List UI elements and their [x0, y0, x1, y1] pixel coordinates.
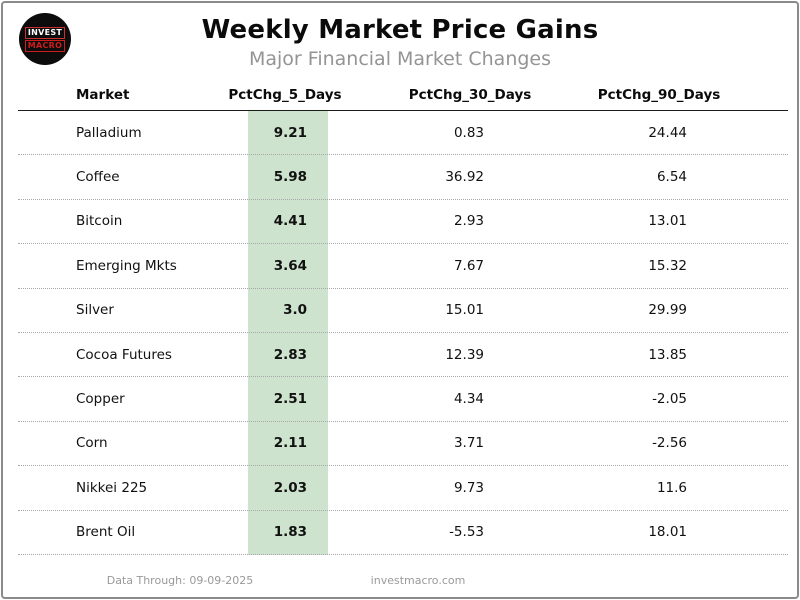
pctchg-30-days-cell: -5.53 — [449, 524, 484, 541]
table-row: Copper 2.51 4.34 -2.05 — [18, 377, 788, 422]
pctchg-30-days-cell: 3.71 — [453, 435, 484, 452]
table-row: Palladium 9.21 0.83 24.44 — [18, 111, 788, 156]
pctchg-5-days-cell: 3.0 — [283, 302, 307, 319]
pctchg-30-days-cell: 15.01 — [445, 302, 484, 319]
pctchg-90-days-cell: -2.05 — [652, 391, 687, 408]
pctchg-5-days-cell: 2.51 — [273, 391, 307, 408]
pctchg-5-days-cell: 9.21 — [273, 124, 307, 141]
pctchg-30-days-cell: 4.34 — [453, 391, 484, 408]
investmacro-logo: INVEST MACRO — [19, 13, 71, 65]
market-cell: Corn — [76, 435, 108, 452]
pctchg-90-days-cell: 29.99 — [648, 302, 687, 319]
market-cell: Coffee — [76, 169, 120, 186]
market-cell: Silver — [76, 302, 114, 319]
table-row: Corn 2.11 3.71 -2.56 — [18, 422, 788, 467]
column-header-pctchg-30-days: PctChg_30_Days — [408, 87, 532, 103]
pctchg-90-days-cell: 6.54 — [656, 169, 687, 186]
pctchg-90-days-cell: 13.85 — [648, 346, 687, 363]
page-title: Weekly Market Price Gains — [201, 15, 599, 45]
pctchg-30-days-cell: 2.93 — [453, 213, 484, 230]
table-row: Emerging Mkts 3.64 7.67 15.32 — [18, 244, 788, 289]
market-cell: Palladium — [76, 124, 142, 141]
pctchg-30-days-cell: 12.39 — [445, 346, 484, 363]
table-body: Palladium 9.21 0.83 24.44 Coffee 5.98 36.92 6.5… — [18, 111, 788, 555]
pctchg-5-days-cell: 2.83 — [273, 346, 307, 363]
table-row: Brent Oil 1.83 -5.53 18.01 — [18, 511, 788, 555]
table-row: Cocoa Futures 2.83 12.39 13.85 — [18, 333, 788, 378]
highlight-column-band — [248, 111, 328, 555]
table-row: Nikkei 225 2.03 9.73 11.6 — [18, 466, 788, 511]
pctchg-30-days-cell: 36.92 — [445, 169, 484, 186]
pctchg-90-days-cell: 13.01 — [648, 213, 687, 230]
table-header: Market PctChg_5_Days PctChg_30_Days PctC… — [18, 85, 788, 111]
pctchg-30-days-cell: 9.73 — [453, 479, 484, 496]
pctchg-5-days-cell: 1.83 — [273, 524, 307, 541]
pctchg-30-days-cell: 7.67 — [453, 257, 484, 274]
pctchg-90-days-cell: -2.56 — [652, 435, 687, 452]
site-label: investmacro.com — [370, 574, 466, 587]
pctchg-30-days-cell: 0.83 — [453, 124, 484, 141]
table-row: Coffee 5.98 36.92 6.54 — [18, 155, 788, 200]
page-subtitle: Major Financial Market Changes — [248, 48, 552, 70]
column-header-pctchg-90-days: PctChg_90_Days — [597, 87, 721, 103]
pctchg-90-days-cell: 15.32 — [648, 257, 687, 274]
data-through-label: Data Through: 09-09-2025 — [106, 574, 254, 587]
table-row: Silver 3.0 15.01 29.99 — [18, 289, 788, 333]
pctchg-90-days-cell: 24.44 — [648, 124, 687, 141]
logo-invest-text: INVEST — [24, 26, 66, 39]
market-cell: Copper — [76, 391, 125, 408]
column-header-pctchg-5-days: PctChg_5_Days — [228, 87, 342, 103]
pctchg-5-days-cell: 3.64 — [273, 257, 307, 274]
pctchg-90-days-cell: 18.01 — [648, 524, 687, 541]
pctchg-90-days-cell: 11.6 — [656, 479, 687, 496]
market-cell: Nikkei 225 — [76, 479, 148, 496]
market-cell: Emerging Mkts — [76, 257, 177, 274]
column-header-market: Market — [76, 87, 130, 103]
pctchg-5-days-cell: 2.03 — [273, 479, 307, 496]
pctchg-5-days-cell: 5.98 — [273, 169, 307, 186]
market-cell: Bitcoin — [76, 213, 123, 230]
market-cell: Brent Oil — [76, 524, 136, 541]
table-row: Bitcoin 4.41 2.93 13.01 — [18, 200, 788, 245]
pctchg-5-days-cell: 4.41 — [273, 213, 307, 230]
pctchg-5-days-cell: 2.11 — [273, 435, 307, 452]
logo-macro-text: MACRO — [24, 39, 66, 52]
market-cell: Cocoa Futures — [76, 346, 172, 363]
